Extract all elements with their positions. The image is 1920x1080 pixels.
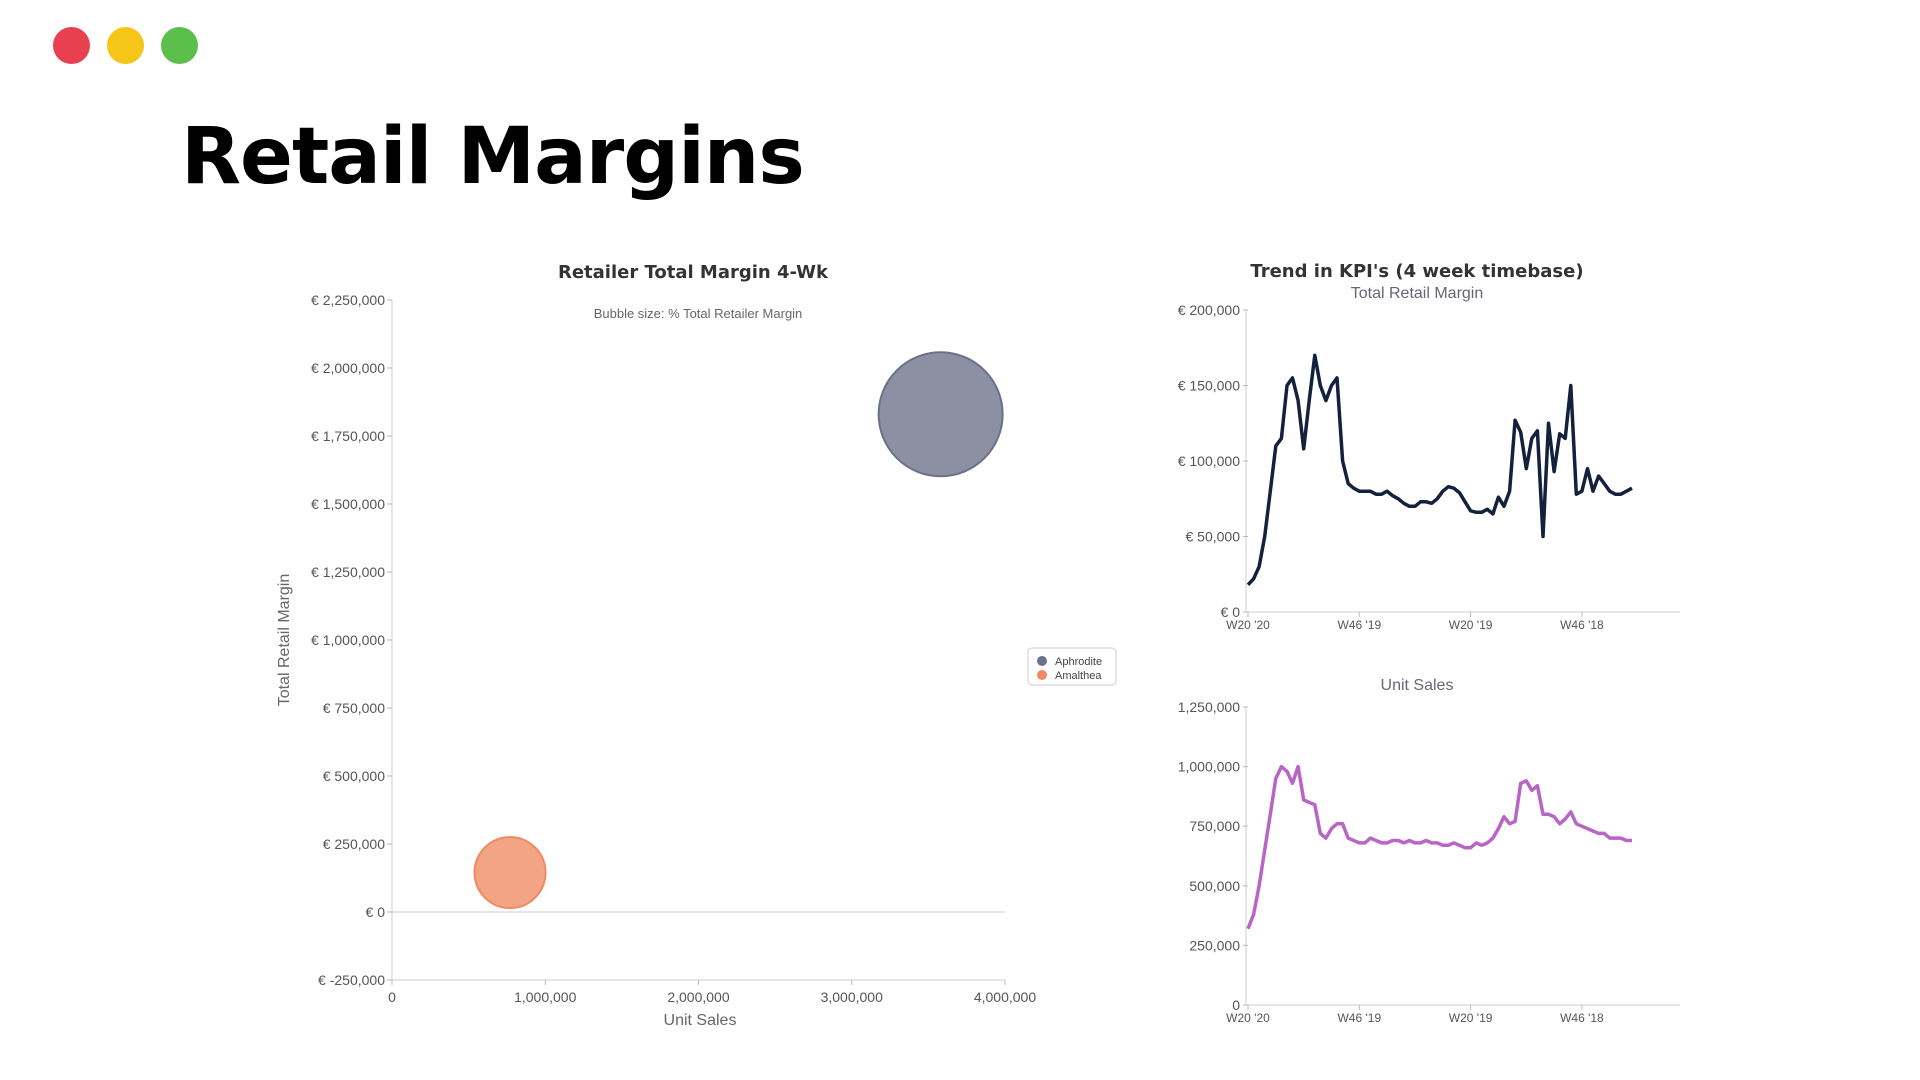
y-tick-label: € 200,000 [1178,302,1240,318]
margin-y-ticks: € 200,000 € 150,000 € 100,000 € 50,000 € 0 [1178,302,1248,620]
bubble-amalthea[interactable] [473,836,547,910]
x-axis-title: Unit Sales [664,1012,737,1029]
y-tick-label: € 150,000 [1178,378,1240,394]
legend-label-aphrodite: Aphrodite [1055,656,1102,668]
maximize-button[interactable] [161,27,198,64]
bubble-chart-title: Retailer Total Margin 4-Wk [558,262,829,283]
legend-marker-amalthea [1037,670,1047,680]
trend-margin-chart: Trend in KPI's (4 week timebase) Total R… [1178,261,1680,632]
y-tick-label: € 100,000 [1178,453,1240,469]
y-tick-label: € 1,000,000 [311,632,385,648]
y-tick-label: € -250,000 [318,972,385,988]
x-tick-label: W46 '18 [1560,1011,1604,1025]
y-tick-label: 250,000 [1189,937,1240,953]
y-tick-label: € 0 [1221,604,1241,620]
x-tick-label: W20 '20 [1226,618,1270,632]
x-tick-label: 0 [388,989,396,1005]
x-tick-label: 1,000,000 [514,989,576,1005]
y-tick-label: 1,250,000 [1178,699,1240,715]
window-controls [53,27,198,64]
y-tick-label: € 500,000 [323,768,385,784]
bubble-points [473,351,1004,910]
x-tick-label: W20 '19 [1449,1011,1493,1025]
y-tick-label: € 50,000 [1186,529,1241,545]
units-x-ticks: W20 '20 W46 '19 W20 '19 W46 '18 [1226,1005,1604,1025]
y-tick-label: € 0 [366,904,386,920]
units-series-line [1246,764,1632,930]
legend-label-amalthea: Amalthea [1055,670,1102,682]
legend-box [1027,647,1117,686]
x-tick-label: W46 '18 [1560,618,1604,632]
x-tick-label: W46 '19 [1337,618,1381,632]
x-tick-label: W46 '19 [1337,1011,1381,1025]
y-tick-label: € 2,250,000 [311,292,385,308]
x-tick-label: W20 '20 [1226,1011,1270,1025]
y-tick-label: € 1,750,000 [311,428,385,444]
units-subtitle: Unit Sales [1381,677,1454,694]
margin-subtitle: Total Retail Margin [1351,285,1484,302]
legend-marker-aphrodite [1037,656,1047,666]
minimize-button[interactable] [107,27,144,64]
legend[interactable]: Aphrodite Amalthea [1027,647,1117,686]
margin-series-line [1246,353,1633,586]
margin-x-ticks: W20 '20 W46 '19 W20 '19 W46 '18 [1226,612,1604,632]
trend-units-chart: Unit Sales 1,250,000 1,000,000 750,000 500,… [1178,677,1680,1025]
y-tick-label: 1,000,000 [1178,759,1240,775]
bubble-chart-subtitle: Bubble size: % Total Retailer Margin [594,306,803,321]
y-tick-label: 500,000 [1189,878,1240,894]
x-tick-label: 3,000,000 [821,989,883,1005]
x-tick-label: 2,000,000 [667,989,729,1005]
x-tick-label: W20 '19 [1449,618,1493,632]
y-tick-label: € 250,000 [323,836,385,852]
units-y-ticks: 1,250,000 1,000,000 750,000 500,000 250,000 0 [1178,699,1248,1013]
bubble-aphrodite[interactable] [877,351,1004,478]
y-tick-label: 0 [1232,997,1240,1013]
bubble-x-ticks: 0 1,000,000 2,000,000 3,000,000 4,000,000 [388,980,1036,1005]
bubble-y-ticks: € 2,250,000 € 2,000,000 € 1,750,000 € 1,500… [311,292,1005,988]
y-tick-label: € 1,500,000 [311,496,385,512]
bubble-chart: Retailer Total Margin 4-Wk Bubble size: … [276,262,1117,1029]
y-tick-label: € 2,000,000 [311,360,385,376]
close-button[interactable] [53,27,90,64]
y-tick-label: € 1,250,000 [311,564,385,580]
y-axis-title: Total Retail Margin [276,574,293,707]
trend-title: Trend in KPI's (4 week timebase) [1250,261,1583,282]
x-tick-label: 4,000,000 [974,989,1036,1005]
y-tick-label: 750,000 [1189,818,1240,834]
page-title: Retail Margins [181,112,805,202]
y-tick-label: € 750,000 [323,700,385,716]
